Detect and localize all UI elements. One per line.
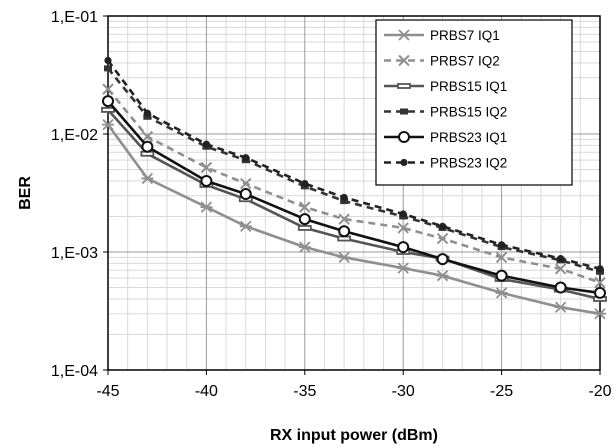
legend-label: PRBS15 IQ2	[430, 105, 507, 120]
data-point	[340, 193, 348, 202]
series-line	[106, 88, 601, 284]
data-point	[298, 213, 311, 226]
x-tick-label: -25	[490, 383, 513, 400]
y-tick-label: 1,E-04	[51, 363, 98, 380]
data-point	[397, 262, 410, 274]
data-point	[297, 225, 312, 231]
data-point	[104, 56, 112, 65]
data-point	[301, 179, 309, 188]
x-tick-label: -40	[195, 383, 218, 400]
legend-label: PRBS7 IQ2	[430, 54, 500, 69]
y-tick-label: 1,E-02	[51, 127, 98, 144]
data-point	[102, 119, 114, 131]
legend-item: PRBS7 IQ2	[384, 54, 500, 69]
data-point	[200, 161, 213, 174]
y-tick-label: 1,E-03	[51, 245, 98, 262]
data-point	[101, 107, 115, 113]
data-point	[298, 241, 311, 253]
data-point	[594, 276, 606, 289]
data-point	[436, 253, 449, 266]
data-point	[200, 201, 213, 213]
data-point	[495, 269, 508, 282]
data-point	[200, 174, 213, 187]
data-point	[240, 177, 252, 190]
data-point	[398, 29, 410, 41]
data-point	[104, 65, 112, 72]
data-point	[400, 108, 408, 115]
data-point	[397, 222, 409, 234]
legend-box	[375, 19, 573, 186]
data-point	[594, 286, 606, 299]
data-point	[596, 265, 604, 273]
data-point	[338, 251, 351, 264]
data-point	[239, 188, 252, 201]
y-tick-label: 1,E-01	[51, 9, 98, 26]
legend-item: PRBS7 IQ1	[384, 28, 500, 43]
x-tick-label: -30	[392, 383, 415, 400]
data-point	[495, 251, 508, 264]
data-point	[141, 130, 154, 143]
legend-label: PRBS23 IQ1	[430, 130, 507, 145]
data-point	[554, 281, 567, 294]
data-point	[340, 198, 349, 205]
legend-label: PRBS23 IQ2	[430, 156, 507, 171]
data-point	[397, 83, 411, 89]
data-point	[554, 301, 567, 313]
data-point	[141, 140, 154, 153]
legend-label: PRBS15 IQ1	[430, 79, 507, 94]
data-point	[102, 83, 114, 95]
data-point	[299, 201, 311, 213]
data-point	[399, 210, 407, 218]
data-point	[498, 241, 506, 249]
legend-item: PRBS15 IQ1	[384, 79, 507, 94]
data-point	[239, 220, 252, 232]
legend: PRBS7 IQ1 PRBS7 IQ2 PRBS15 IQ1 PRBS15 IQ2 PR…	[375, 19, 573, 186]
data-point	[242, 154, 250, 162]
data-point	[143, 109, 151, 117]
x-tick-label: -45	[96, 383, 119, 400]
data-point	[436, 270, 449, 282]
data-point	[554, 263, 567, 275]
data-point	[495, 287, 508, 299]
series-layer	[101, 56, 607, 320]
x-tick-label: -35	[293, 383, 316, 400]
data-point	[594, 308, 606, 320]
legend-item: PRBS23 IQ1	[384, 130, 507, 145]
data-point	[400, 158, 408, 167]
data-point	[338, 225, 351, 238]
data-point	[557, 254, 565, 263]
legend-item: PRBS23 IQ2	[384, 156, 507, 171]
legend-label: PRBS7 IQ1	[430, 28, 500, 43]
axis-ticks: -45 -40 -35 -30 -25 -20 1,E-01 1,E-02 1,E-03 1,E-…	[51, 9, 612, 400]
plot-area	[107, 15, 601, 371]
data-point	[438, 222, 447, 230]
data-point	[397, 241, 410, 254]
legend-item: PRBS15 IQ2	[384, 105, 507, 120]
x-tick-label: -20	[588, 383, 611, 400]
x-axis-title: RX input power (dBm)	[270, 427, 438, 444]
series-prbs7-iq2	[102, 83, 606, 289]
data-point	[398, 54, 410, 67]
data-point	[141, 172, 154, 185]
series-prbs23-iq2	[104, 56, 604, 273]
data-point	[202, 140, 210, 148]
data-point	[398, 131, 410, 143]
y-axis-title: BER	[17, 176, 34, 210]
data-point	[102, 95, 114, 108]
data-point	[338, 213, 350, 225]
data-point	[436, 232, 449, 245]
series-prbs23-iq1	[102, 95, 606, 299]
series-prbs7-iq1	[102, 119, 606, 320]
